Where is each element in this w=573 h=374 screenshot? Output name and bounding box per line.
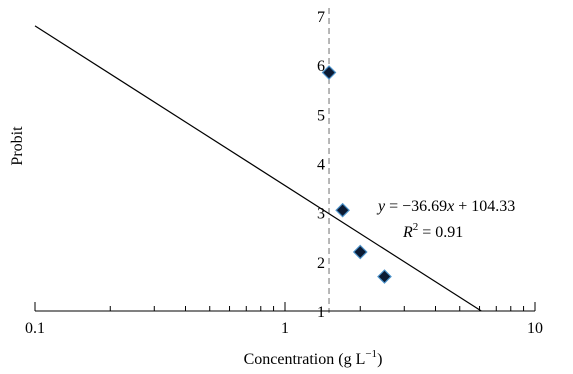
data-point-diamond (321, 65, 337, 80)
trend-line (34, 25, 482, 312)
data-points-group (321, 65, 392, 284)
data-point-diamond (335, 202, 350, 218)
y-tick-label: 4 (317, 157, 325, 174)
y-tick-label: 5 (317, 107, 325, 124)
x-ticks-group: 0.1 1 10 (25, 302, 543, 337)
x-tick-label: 1 (281, 320, 289, 337)
y-ticks-group: 1 2 3 4 5 6 7 (317, 9, 325, 321)
x-tick-label: 10 (527, 320, 543, 337)
x-axis-title: Concentration (g L−1) (244, 348, 383, 368)
y-tick-label: 2 (317, 255, 325, 272)
x-tick-label: 0.1 (25, 320, 45, 337)
trendline-group (34, 25, 482, 312)
regression-equation: y = −36.69x + 104.33 (376, 198, 515, 215)
r-squared-label: R2 = 0.91 (402, 221, 463, 241)
y-axis-title: Probit (9, 126, 26, 166)
y-tick-label: 3 (317, 206, 325, 223)
y-tick-label: 7 (317, 9, 325, 26)
y-tick-label: 6 (317, 58, 325, 75)
y-tick-label: 1 (317, 304, 325, 321)
data-point-diamond (377, 269, 392, 284)
data-point-diamond (352, 244, 368, 260)
